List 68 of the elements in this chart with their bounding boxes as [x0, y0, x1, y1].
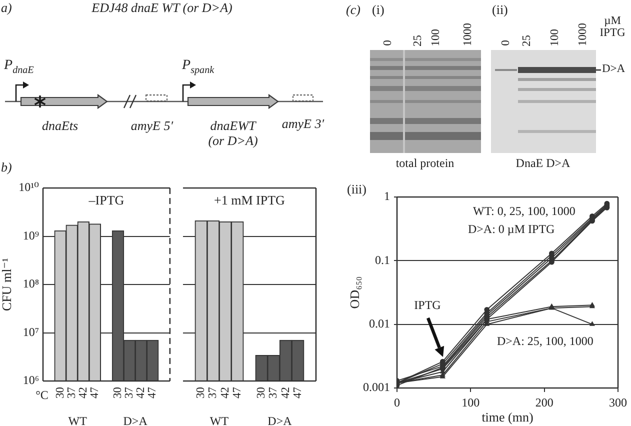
- y-tick-label: 10⁹: [22, 228, 39, 242]
- text: 100: [430, 28, 442, 46]
- chart-title: –IPTG: [88, 192, 124, 208]
- chart-title: +1 mM IPTG: [214, 192, 285, 208]
- x-tick-label: 42: [280, 386, 292, 398]
- text: WT: [68, 414, 88, 426]
- x-tick-label: 42: [135, 386, 148, 398]
- x-tick-label: 30: [54, 386, 66, 398]
- text: 1000: [462, 23, 474, 46]
- text: WT: [210, 414, 230, 426]
- x-tick-label: 0: [394, 395, 400, 410]
- x-tick-label: 30: [112, 386, 124, 398]
- x-tick-label: 42: [77, 386, 90, 398]
- text: (c): [346, 2, 360, 18]
- x-tick-label: 300: [609, 395, 627, 410]
- y-axis-title: OD₆₅₀: [347, 276, 362, 309]
- y-tick-label: 0.001: [363, 380, 390, 394]
- text: (ii): [492, 2, 508, 18]
- text: (i): [372, 2, 384, 18]
- annotation: IPTG: [414, 298, 442, 312]
- text: 25: [412, 34, 424, 46]
- y-tick-label: 10⁷: [22, 324, 39, 339]
- x-tick-label: 30: [195, 386, 208, 398]
- text: amyE 5′: [130, 118, 174, 134]
- y-tick-label: 10⁸: [22, 276, 39, 291]
- x-axis-title: time (mn): [482, 410, 534, 425]
- text: P$_{spank}$: [182, 58, 214, 76]
- text: b): [1, 159, 12, 174]
- x-tick-label: 47: [231, 386, 244, 398]
- text: a): [1, 0, 12, 16]
- x-tick-label: 37: [207, 386, 220, 398]
- annotation: D>A: 25, 100, 1000: [497, 334, 594, 348]
- y-tick-label: 10⁶: [22, 373, 39, 388]
- text: 0: [500, 40, 512, 46]
- text: D>A: [602, 63, 626, 76]
- y-tick-label: 10¹⁰: [18, 180, 40, 194]
- x-tick-label: 37: [268, 386, 280, 398]
- x-tick-label: 47: [292, 386, 304, 398]
- text: EDJ48 dnaE WT (or D>A): [92, 0, 232, 16]
- text: amyE 3′: [282, 116, 324, 132]
- text: DnaE D>A: [516, 156, 570, 171]
- x-tick-label: 37: [66, 386, 78, 398]
- x-tick-label: 200: [535, 395, 554, 410]
- text: 1000: [576, 23, 590, 46]
- text: µM IPTG: [598, 15, 626, 39]
- x-tick-label: 30: [256, 386, 268, 398]
- x-tick-label: 42: [219, 386, 232, 398]
- text: dnaEWT (or D>A): [207, 118, 259, 149]
- y-tick-label: 0.1: [375, 252, 390, 267]
- y-tick-label: 0.01: [369, 316, 390, 330]
- text: 100: [548, 28, 562, 46]
- x-tick-label: 100: [462, 395, 480, 410]
- annotation: WT: 0, 25, 100, 1000: [473, 204, 576, 218]
- x-tick-label: 47: [88, 386, 101, 398]
- text: D>A: [123, 414, 148, 426]
- text: total protein: [396, 156, 454, 171]
- text: 25: [520, 34, 534, 46]
- annotation: D>A: 0 µM IPTG: [468, 222, 556, 236]
- text: 0: [382, 40, 394, 46]
- y-axis-title: CFU ml⁻¹: [0, 258, 14, 312]
- text: P$_{dnaE}$: [4, 58, 34, 76]
- text: (iii): [347, 181, 366, 196]
- text: D>A: [268, 414, 292, 426]
- x-tick-label: 37: [124, 386, 136, 398]
- x-tick-label: 47: [146, 386, 159, 398]
- y-tick-label: 1: [384, 189, 390, 204]
- text: dnaEts: [42, 118, 78, 134]
- text: °C: [36, 388, 48, 402]
